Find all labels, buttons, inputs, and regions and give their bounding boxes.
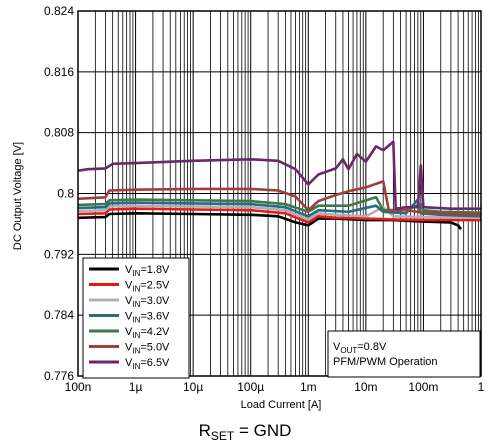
annotation-vout-sub: OUT: [340, 346, 357, 355]
series-line-1: [77, 212, 463, 230]
y-tick-label: 0.792: [44, 247, 74, 261]
caption-main: R: [199, 421, 211, 440]
legend-box: [82, 257, 190, 379]
x-tick-label: 1: [478, 380, 485, 394]
y-axis-title: DC Output Voltage [V]: [12, 142, 24, 250]
annotation-mode: PFM/PWM Operation: [333, 356, 438, 368]
y-tick-label: 0.816: [44, 65, 74, 79]
tick-labels: 100n 1µ 10µ 100µ 1m 10m 100m 1 0.776 0.784 0.792 0.…: [44, 4, 485, 394]
annotation-vout-main: V: [333, 341, 341, 353]
series-line-5: [77, 196, 482, 214]
legend-label: VIN=2.5V: [125, 280, 170, 294]
x-tick-label: 100µ: [237, 380, 264, 394]
caption-rest: = GND: [234, 421, 291, 440]
x-tick-label: 100m: [408, 380, 438, 394]
caption-sub: SET: [211, 429, 235, 443]
x-tick-label: 1µ: [129, 380, 143, 394]
annotation-frame: [327, 330, 481, 378]
x-tick-label: 1m: [300, 380, 317, 394]
x-tick-label: 10µ: [183, 380, 203, 394]
legend-label: VIN=3.0V: [125, 295, 170, 309]
x-axis-title: Load Current [A]: [241, 399, 322, 411]
x-tick-label: 100n: [65, 380, 92, 394]
legend-label: VIN=4.2V: [125, 326, 170, 340]
annotation-vout-rest: =0.8V: [357, 341, 387, 353]
y-tick-label: 0.8: [57, 187, 74, 201]
annotation-box: VOUT=0.8V PFM/PWM Operation: [327, 330, 481, 378]
y-tick-label: 0.776: [44, 369, 74, 383]
legend-label: VIN=1.8V: [125, 264, 170, 278]
series-line-7: [77, 140, 481, 210]
x-tick-label: 10m: [354, 380, 377, 394]
y-tick-label: 0.784: [44, 308, 74, 322]
legend-label: VIN=3.6V: [125, 311, 170, 325]
y-tick-label: 0.824: [44, 4, 74, 18]
plot-frame: [77, 10, 482, 377]
legend-label: VIN=5.0V: [125, 342, 170, 356]
annotation-vout: VOUT=0.8V: [333, 341, 387, 355]
series-line-6: [77, 180, 482, 217]
caption: RSET = GND: [199, 421, 292, 443]
series-layer: [77, 140, 482, 230]
legend-label: VIN=6.5V: [125, 357, 170, 371]
y-tick-label: 0.808: [44, 126, 74, 140]
series-line-2: [77, 207, 481, 224]
